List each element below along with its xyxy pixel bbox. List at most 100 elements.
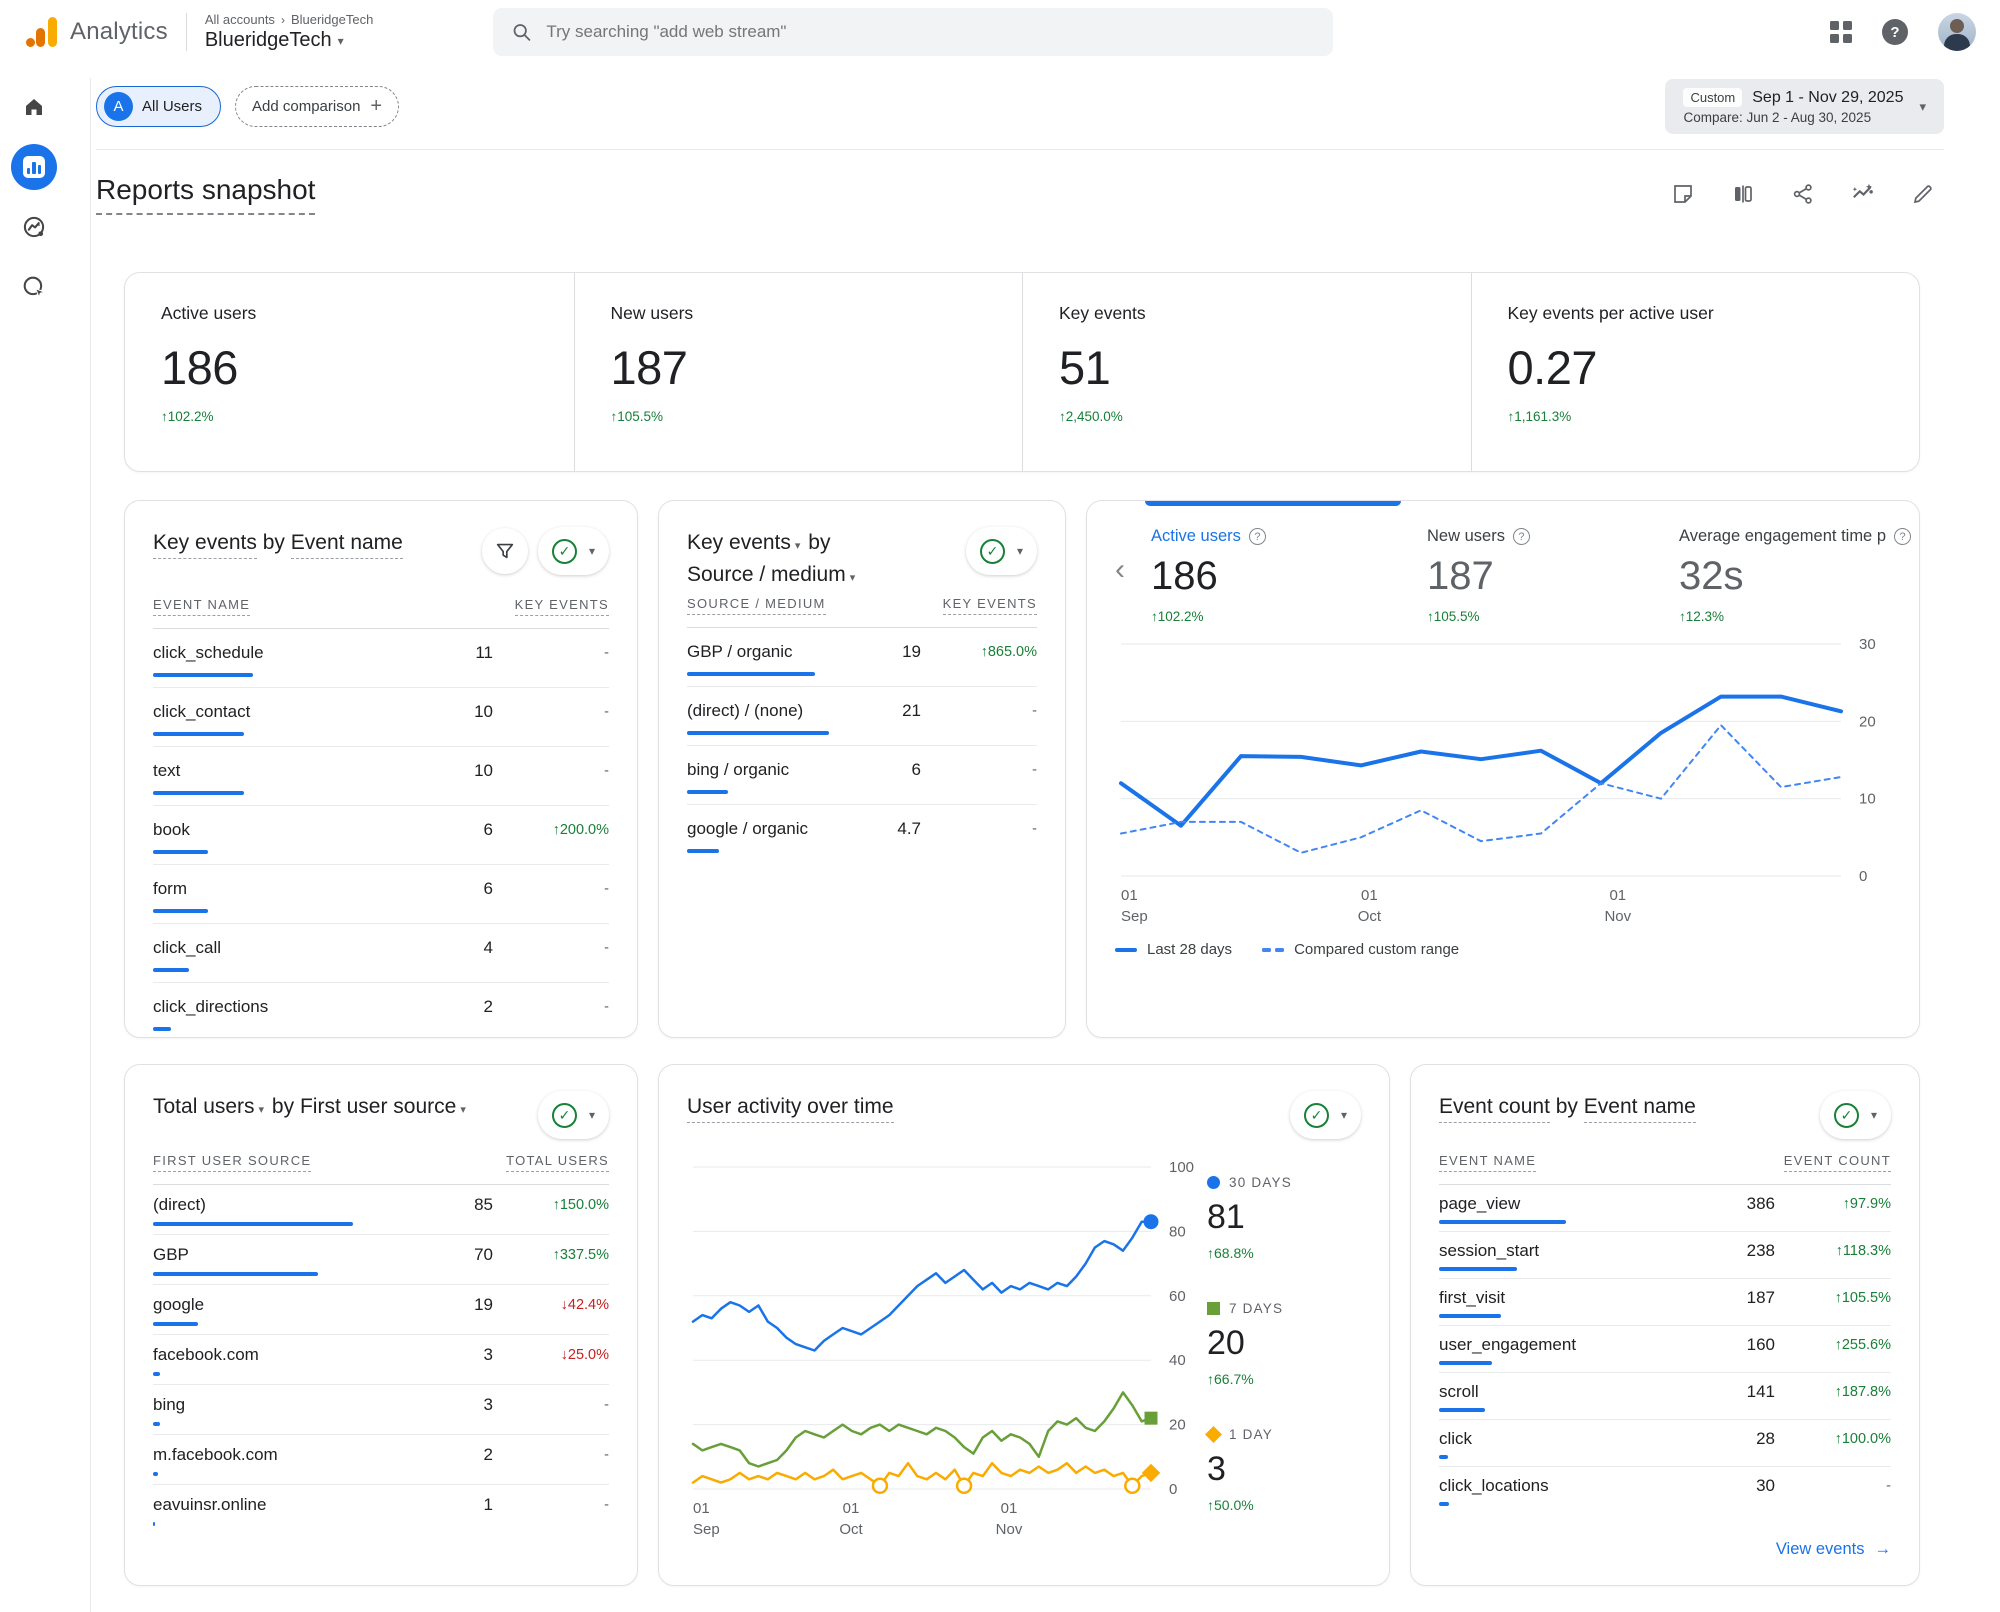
column-header-first-user-source[interactable]: FIRST USER SOURCE	[153, 1153, 312, 1172]
legend-item: Compared custom range	[1262, 941, 1459, 958]
row-value: 6	[911, 760, 921, 779]
column-header-event-name[interactable]: EVENT NAME	[1439, 1153, 1537, 1172]
nav-explore[interactable]	[11, 204, 57, 250]
svg-text:20: 20	[1169, 1417, 1186, 1434]
svg-text:100: 100	[1169, 1159, 1194, 1176]
share-icon[interactable]	[1790, 181, 1816, 207]
title-text[interactable]: User activity over time	[687, 1095, 894, 1123]
title-dimension-dropdown[interactable]: First user source ▾	[299, 1095, 466, 1118]
column-header-source-medium[interactable]: SOURCE / MEDIUM	[687, 596, 826, 615]
product-name: Analytics	[70, 18, 168, 45]
comparison-panel-icon[interactable]	[1730, 181, 1756, 207]
row-label: click	[1439, 1429, 1473, 1448]
row-change: -	[1032, 821, 1037, 837]
table-row: click_directions 2 -	[153, 983, 609, 1037]
title-dimension[interactable]: Event name	[1583, 1095, 1696, 1123]
table-row: eavuinsr.online 1 -	[153, 1485, 609, 1534]
row-value: 3	[483, 1345, 493, 1364]
row-value: 19	[902, 642, 921, 661]
series-value: 3	[1207, 1450, 1226, 1488]
help-icon[interactable]: ?	[1894, 528, 1911, 545]
activity-legend-item: 1 DAY 3 ↑50.0%	[1205, 1426, 1361, 1513]
view-events-link[interactable]: View events →	[1439, 1530, 1891, 1559]
help-icon[interactable]: ?	[1882, 19, 1908, 45]
value-bar	[1439, 1455, 1566, 1459]
value-bar	[153, 1472, 353, 1476]
analytics-logo[interactable]: Analytics	[24, 15, 168, 49]
search-input[interactable]	[546, 22, 1316, 42]
column-header-event-name[interactable]: EVENT NAME	[153, 597, 251, 616]
breadcrumb-root[interactable]: All accounts	[204, 12, 275, 27]
nav-home[interactable]	[11, 84, 57, 130]
data-quality-button[interactable]: ✓ ▾	[537, 527, 609, 575]
column-header-event-count[interactable]: EVENT COUNT	[1783, 1153, 1891, 1172]
data-quality-button[interactable]: ✓ ▾	[537, 1091, 609, 1139]
data-quality-button[interactable]: ✓ ▾	[965, 527, 1037, 575]
title-dimension-dropdown[interactable]: Source / medium ▾	[687, 562, 856, 586]
title-dimension[interactable]: Event name	[290, 531, 403, 559]
table-row: user_engagement 160 ↑255.6%	[1439, 1326, 1891, 1373]
segment-all-users[interactable]: A All Users	[96, 86, 222, 127]
value-bar	[153, 850, 253, 854]
global-search[interactable]	[493, 8, 1334, 56]
title-metric-dropdown[interactable]: Key events ▾	[687, 531, 801, 554]
title-metric-dropdown[interactable]: Total users ▾	[153, 1095, 265, 1118]
value-bar	[687, 672, 829, 676]
breadcrumb-account[interactable]: BlueridgeTech	[290, 12, 374, 27]
page-notes-icon[interactable]	[1670, 181, 1696, 207]
carousel-prev-button[interactable]: ‹	[1115, 553, 1125, 586]
caret-down-icon: ▾	[849, 571, 856, 584]
tab-label: Average engagement time p	[1679, 527, 1886, 545]
value-bar	[687, 790, 829, 794]
series-marker	[1205, 1426, 1222, 1443]
summary-metric: Key events per active user 0.27 ↑1,161.3…	[1470, 273, 1920, 471]
title-metric[interactable]: Event count	[1439, 1095, 1550, 1123]
page-title[interactable]: Reports snapshot	[96, 174, 316, 215]
row-label: click_schedule	[153, 643, 264, 662]
row-label: (direct)	[153, 1195, 206, 1214]
column-header-key-events[interactable]: KEY EVENTS	[942, 596, 1037, 615]
title-by: by	[1555, 1095, 1578, 1118]
apps-grid-icon[interactable]	[1830, 21, 1852, 43]
help-icon[interactable]: ?	[1512, 528, 1530, 545]
title-metric[interactable]: Key events	[153, 531, 257, 559]
date-range-picker[interactable]: Custom Sep 1 - Nov 29, 2025 Compare: Jun…	[1665, 79, 1944, 134]
series-value: 20	[1207, 1324, 1245, 1362]
user-avatar[interactable]	[1938, 13, 1976, 51]
edit-icon[interactable]	[1910, 181, 1936, 207]
report-toolbar	[1670, 181, 1944, 207]
row-label: GBP / organic	[687, 642, 793, 661]
row-value: 85	[474, 1195, 493, 1214]
data-quality-button[interactable]: ✓ ▾	[1819, 1091, 1891, 1139]
nav-advertising[interactable]	[11, 264, 57, 310]
table-row: scroll 141 ↑187.8%	[1439, 1373, 1891, 1420]
row-change: -	[604, 1447, 609, 1463]
metric-tab[interactable]: Active users ? 186 ↑102.2%	[1151, 527, 1401, 624]
filter-button[interactable]	[481, 528, 528, 574]
property-selector[interactable]: BlueridgeTech ▾	[205, 29, 373, 52]
metric-change: ↑2,450.0%	[1059, 409, 1123, 424]
row-label: form	[153, 879, 187, 898]
metric-tab[interactable]: Average engagement time p ? 32s ↑12.3%	[1679, 527, 1919, 624]
column-header-total-users[interactable]: TOTAL USERS	[506, 1153, 609, 1172]
row-change: ↑105.5%	[1834, 1290, 1891, 1306]
nav-reports[interactable]	[11, 144, 57, 190]
row-value: 6	[483, 820, 493, 839]
metrics-trend-card: ‹ Active users ? 186 ↑102.2%	[1086, 500, 1920, 1038]
add-comparison-button[interactable]: Add comparison +	[235, 86, 400, 127]
data-quality-button[interactable]: ✓ ▾	[1289, 1091, 1361, 1139]
table-row: page_view 386 ↑97.9%	[1439, 1185, 1891, 1232]
active-users-trend-chart[interactable]: 0 10 20 30 01 Sep 01 Oct 01 Nov	[1115, 630, 1891, 937]
row-change: ↑97.9%	[1842, 1196, 1891, 1212]
metric-tab[interactable]: New users ? 187 ↑105.5%	[1427, 527, 1653, 624]
tab-change: ↑102.2%	[1151, 609, 1204, 624]
account-switcher[interactable]: All accounts › BlueridgeTech BlueridgeTe…	[205, 12, 373, 52]
insights-icon[interactable]	[1850, 181, 1876, 207]
legend-line-sample	[1262, 947, 1285, 952]
row-label: click_locations	[1439, 1476, 1549, 1495]
user-activity-chart[interactable]: 0 20 40 60 80 100 01 Sep 01 Oct 01 Nov	[687, 1153, 1203, 1550]
help-icon[interactable]: ?	[1248, 528, 1266, 545]
column-header-key-events[interactable]: KEY EVENTS	[514, 597, 609, 616]
